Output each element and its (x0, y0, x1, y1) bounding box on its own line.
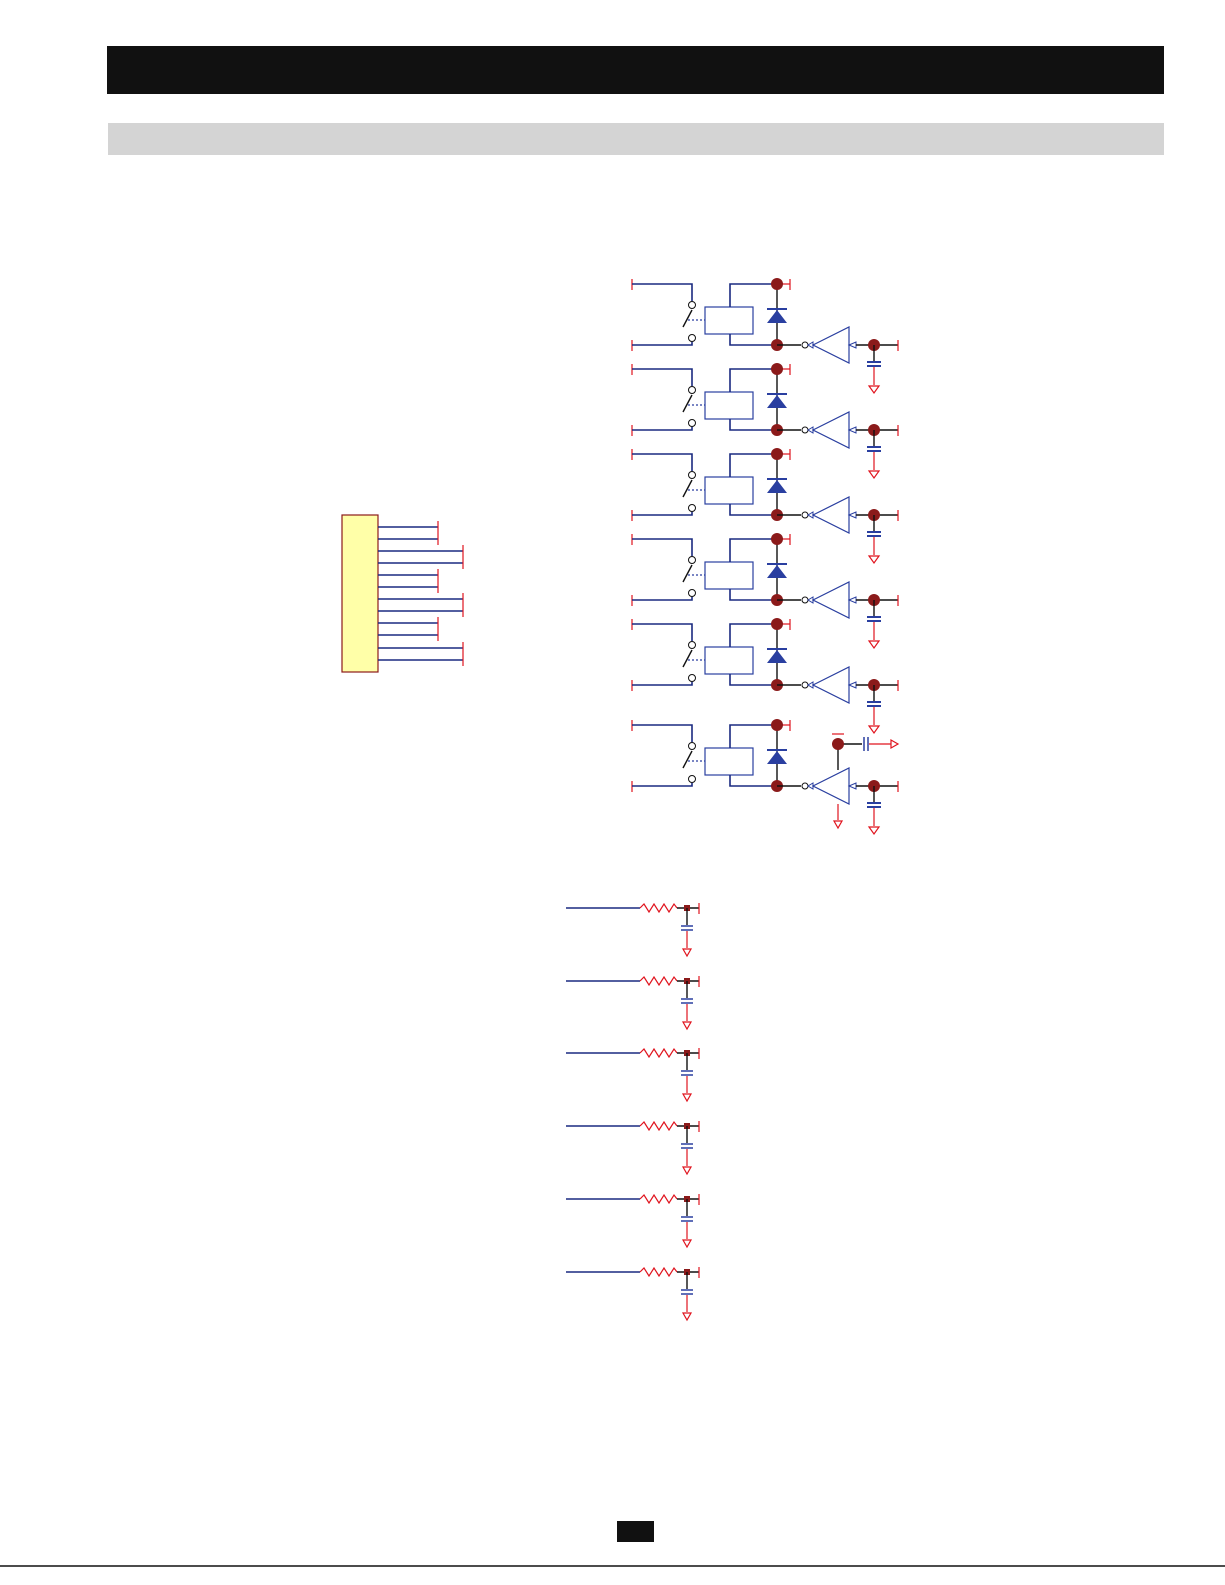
section-bar (108, 123, 1164, 155)
relay-circuit (631, 532, 899, 649)
page-number-box (617, 1521, 654, 1542)
rc-filter (565, 1120, 700, 1175)
connector (341, 514, 464, 673)
relay-circuit (631, 277, 899, 394)
relay-circuit (631, 447, 899, 564)
supply-decoupling (832, 733, 900, 830)
rc-filter (565, 902, 700, 957)
rc-filter (565, 1047, 700, 1102)
rc-filter (565, 1193, 700, 1248)
rc-filter (565, 1266, 700, 1321)
relay-circuit (631, 617, 899, 734)
relay-circuit (631, 362, 899, 479)
relay-circuit (631, 718, 899, 835)
rc-filter (565, 975, 700, 1030)
header-bar (107, 46, 1164, 94)
